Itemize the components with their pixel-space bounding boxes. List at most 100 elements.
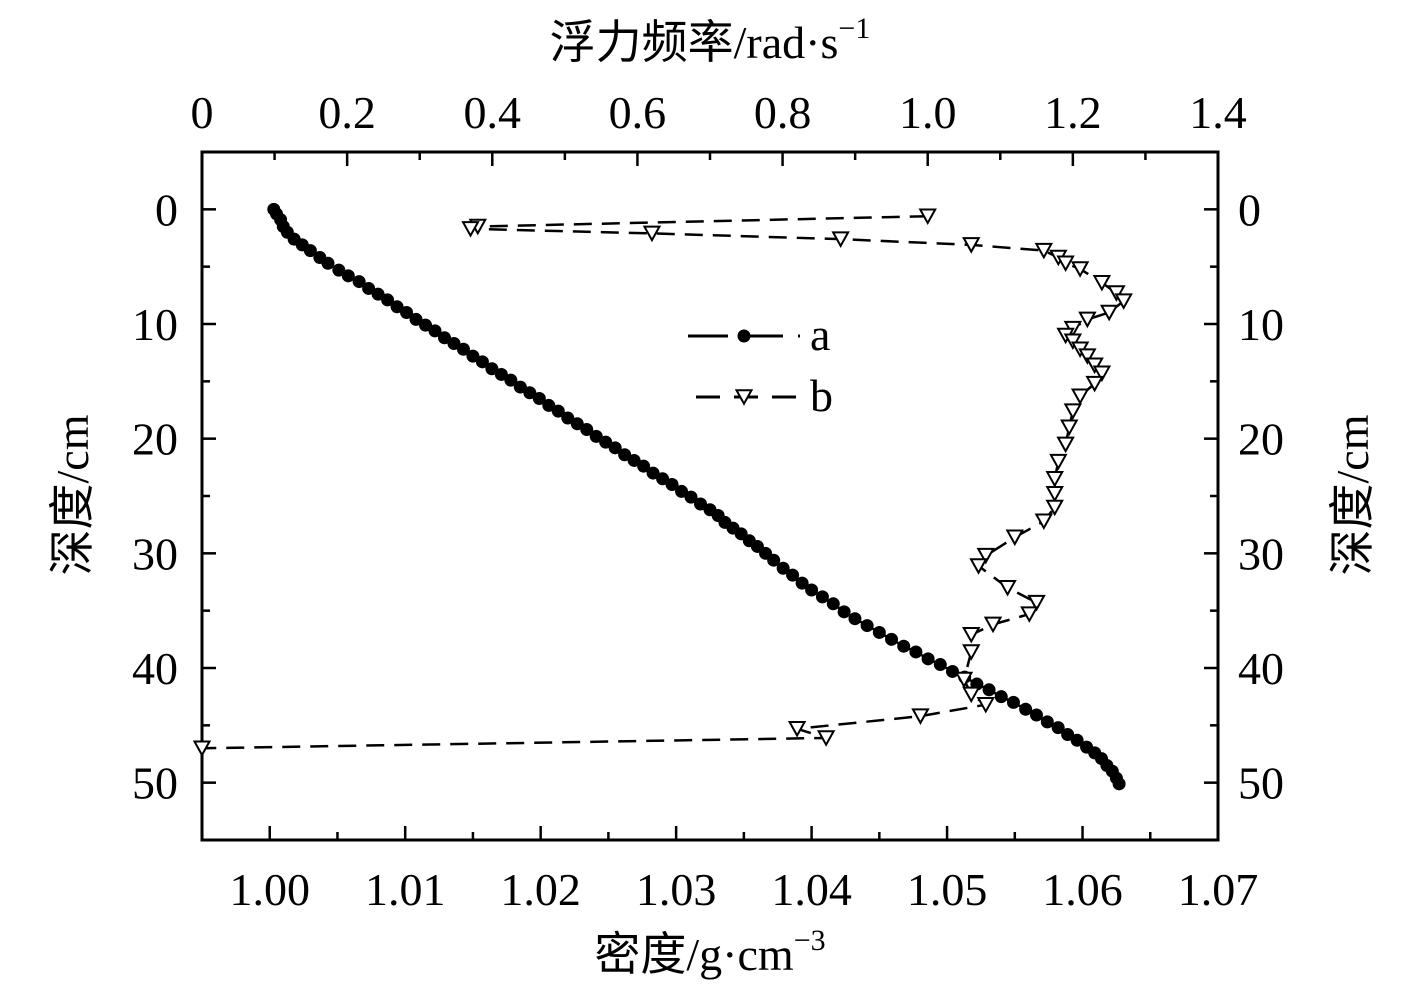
- legend-a-label: a: [810, 309, 830, 360]
- bottom-tick-label: 1.05: [907, 864, 988, 915]
- series-b-point: [816, 730, 836, 747]
- top-axis-title-exp: −1: [838, 12, 870, 45]
- series-a-point: [837, 605, 851, 619]
- series-a-point: [400, 306, 414, 320]
- top-axis-title-cn: 浮力频率: [550, 15, 734, 69]
- top-tick-label: 1.4: [1189, 87, 1247, 138]
- series-a-point: [321, 256, 335, 270]
- left-axis-title: 深度/cm: [45, 414, 99, 575]
- bottom-tick-label: 1.07: [1178, 864, 1259, 915]
- top-tick-label: 0.8: [754, 87, 812, 138]
- series-a-point: [795, 576, 809, 590]
- series-a-point: [815, 590, 829, 604]
- series-a-point: [456, 342, 470, 356]
- series-b-point: [1092, 274, 1112, 292]
- series-a-point: [848, 612, 862, 626]
- bottom-tick-label: 1.06: [1042, 864, 1123, 915]
- bottom-axis-title: 密度/g·cm−3: [594, 924, 825, 981]
- series-a-point: [921, 652, 935, 666]
- bottom-tick-label: 1.03: [636, 864, 717, 915]
- series-a-point: [494, 367, 508, 381]
- series-a-point: [513, 380, 527, 394]
- series-a-point: [371, 287, 385, 301]
- left-axis-title-cn: 深度: [45, 483, 99, 575]
- right-tick-label: 10: [1238, 299, 1284, 350]
- right-axis-title-cn: 深度: [1325, 483, 1379, 575]
- right-tick-label: 20: [1238, 414, 1284, 465]
- series-a-point: [551, 404, 565, 418]
- series-a-point: [1006, 695, 1020, 709]
- series-a-point: [994, 690, 1008, 704]
- series-b-point: [1107, 285, 1126, 302]
- left-tick-label: 10: [132, 299, 178, 350]
- series-b-point: [998, 579, 1017, 597]
- series-a-point: [341, 269, 355, 283]
- series-a-point: [437, 331, 451, 345]
- top-tick-label: 0.6: [609, 87, 667, 138]
- series-b-point: [1045, 471, 1064, 488]
- series-a-point: [608, 441, 622, 455]
- series-a-point: [684, 490, 698, 504]
- series-b-point: [983, 616, 1003, 634]
- series-b-point: [1005, 529, 1024, 547]
- series-a-point: [656, 472, 670, 486]
- series-b-point: [1114, 293, 1133, 310]
- series-b-point: [962, 686, 981, 704]
- legend-b-marker: [734, 389, 754, 406]
- series-b: [192, 208, 1133, 758]
- bottom-axis-title-cn: 密度: [594, 927, 686, 981]
- series-a-point: [767, 553, 781, 567]
- top-axis-title-unit: /rad·s: [734, 17, 839, 68]
- series-b-point: [1063, 403, 1083, 420]
- series-b-point: [1063, 333, 1083, 351]
- series-b-point: [1085, 375, 1104, 393]
- series-b-point: [1034, 242, 1054, 260]
- series-a-point: [599, 435, 613, 449]
- series-b-point: [976, 696, 995, 714]
- series-b-point: [1020, 606, 1039, 623]
- series-b-point: [831, 231, 850, 248]
- series-a-point: [362, 281, 376, 295]
- series-b-point: [1092, 365, 1112, 383]
- series-b-point: [1056, 255, 1075, 273]
- left-tick-label: 30: [132, 528, 178, 579]
- series-b-point: [954, 671, 974, 689]
- bottom-axis-title-unit: /g·cm: [686, 929, 794, 980]
- series-b-point: [911, 708, 930, 725]
- series-a-point: [694, 497, 708, 511]
- series-a-point: [1040, 715, 1054, 729]
- top-tick-label: 0.4: [464, 87, 522, 138]
- right-tick-label: 30: [1238, 528, 1284, 579]
- bottom-tick-label: 1.02: [500, 864, 581, 915]
- series-b-point: [1045, 485, 1064, 503]
- series-b-point: [1070, 261, 1090, 278]
- left-axis-title-unit: /cm: [47, 414, 98, 483]
- series-b-point: [642, 225, 662, 243]
- series-a-point: [646, 466, 660, 480]
- series-a-point: [409, 312, 423, 326]
- series-a-point: [447, 336, 461, 350]
- series-a-point: [381, 293, 395, 307]
- series-a-point: [504, 373, 518, 387]
- series-a-point: [475, 355, 489, 369]
- series-a-point: [466, 349, 480, 363]
- series-a-point: [570, 417, 584, 431]
- series-b-point: [1045, 499, 1064, 517]
- left-tick-label: 20: [132, 414, 178, 465]
- right-axis-title: 深度/cm: [1325, 414, 1379, 575]
- series-a-point: [1019, 702, 1033, 716]
- series-a-point: [561, 411, 575, 425]
- series-a-point: [1029, 708, 1043, 722]
- tick-labels: 1.00 1.01 1.02 1.03 1.04 1.05 1.06 1.070 0.2 0.4 0…: [132, 87, 1284, 915]
- legend-b-label: b: [810, 370, 833, 421]
- left-tick-label: 50: [132, 758, 178, 809]
- right-tick-label: 40: [1238, 643, 1284, 694]
- legend-a-marker: [737, 329, 751, 343]
- series-b-point: [918, 208, 937, 226]
- top-axis-title: 浮力频率/rad·s−1: [550, 12, 871, 69]
- series-a-point: [982, 683, 996, 697]
- series-b-point: [787, 721, 807, 738]
- bottom-tick-label: 1.01: [365, 864, 446, 915]
- top-tick-label: 0: [191, 87, 214, 138]
- series-a-point: [532, 392, 546, 406]
